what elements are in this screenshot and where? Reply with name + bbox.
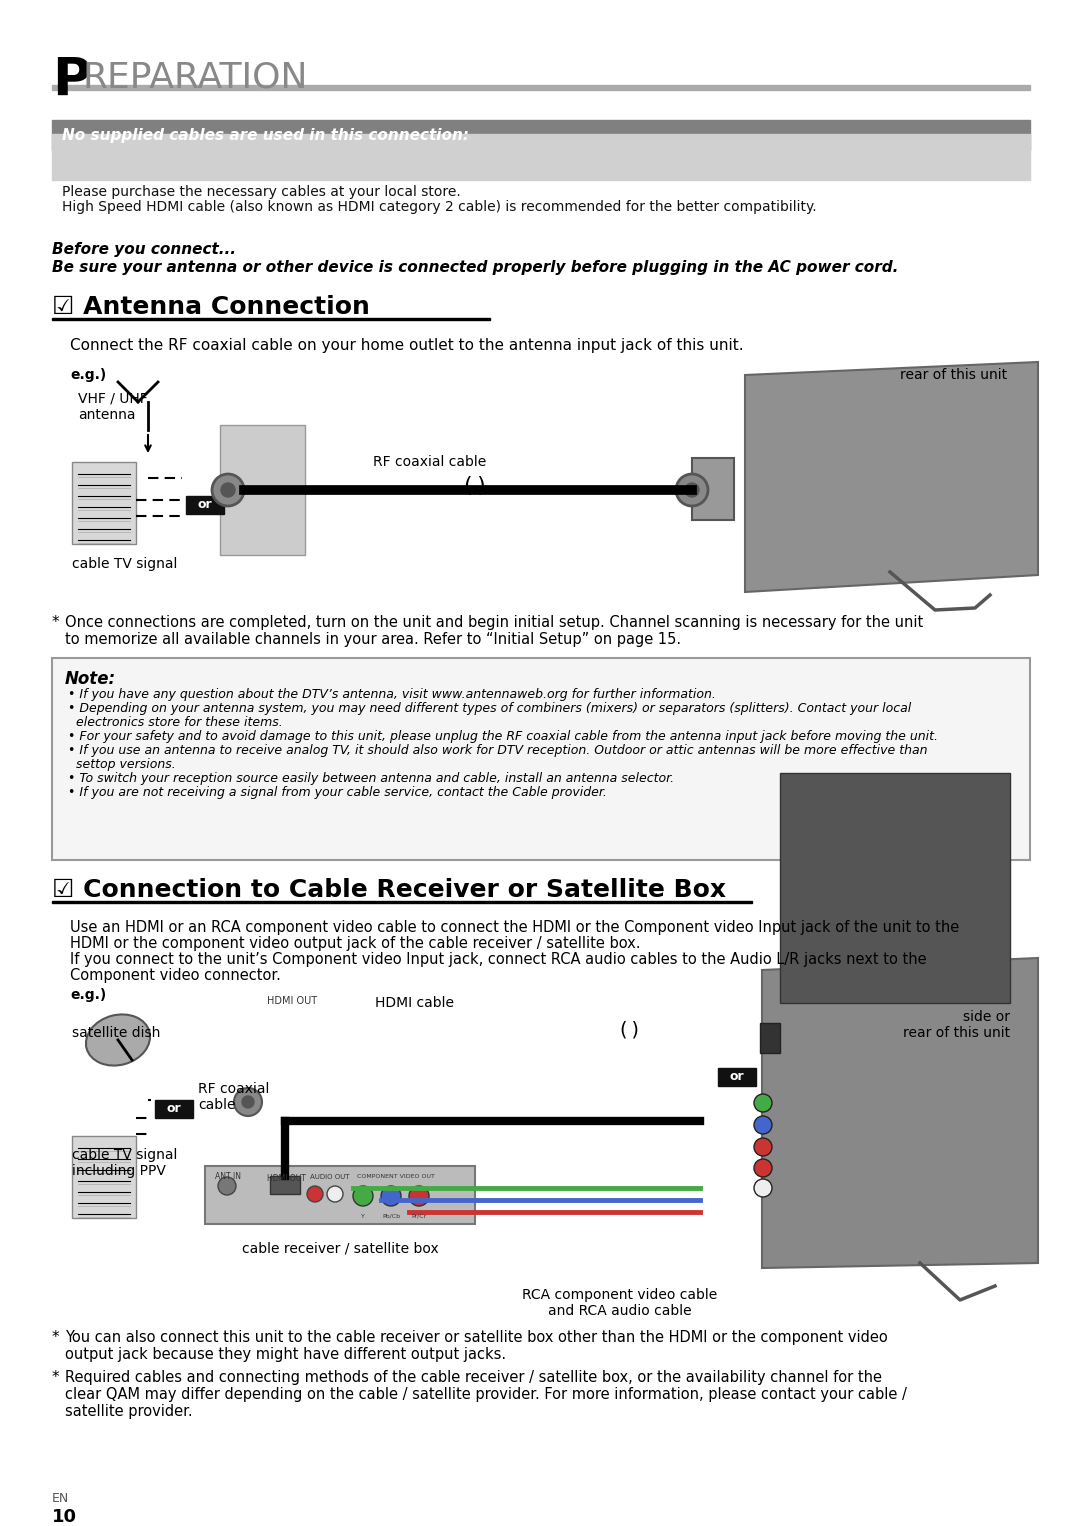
Circle shape xyxy=(381,1186,401,1206)
Text: output jack because they might have different output jacks.: output jack because they might have diff… xyxy=(65,1347,507,1363)
Text: or: or xyxy=(730,1071,744,1083)
Text: *: * xyxy=(52,615,59,630)
Text: or: or xyxy=(198,499,213,511)
Text: Be sure your antenna or other device is connected properly before plugging in th: Be sure your antenna or other device is … xyxy=(52,259,899,275)
Text: REPARATION: REPARATION xyxy=(82,60,308,95)
Text: • For your safety and to avoid damage to this unit, please unplug the RF coaxial: • For your safety and to avoid damage to… xyxy=(68,729,939,743)
Circle shape xyxy=(212,475,244,507)
Text: HDMI or the component video output jack of the cable receiver / satellite box.: HDMI or the component video output jack … xyxy=(70,935,640,951)
Text: RF coaxial cable: RF coaxial cable xyxy=(374,455,487,468)
Circle shape xyxy=(754,1160,772,1177)
Text: electronics store for these items.: electronics store for these items. xyxy=(76,716,283,729)
Text: • Depending on your antenna system, you may need different types of combiners (m: • Depending on your antenna system, you … xyxy=(68,702,912,716)
Text: HDMI OUT: HDMI OUT xyxy=(267,996,318,1006)
Text: rear of this unit: rear of this unit xyxy=(900,368,1008,382)
Text: If you connect to the unit’s Component video Input jack, connect RCA audio cable: If you connect to the unit’s Component v… xyxy=(70,952,927,967)
Text: You can also connect this unit to the cable receiver or satellite box other than: You can also connect this unit to the ca… xyxy=(65,1331,888,1344)
Text: side or
rear of this unit: side or rear of this unit xyxy=(903,1010,1010,1041)
Bar xyxy=(52,85,1030,90)
Bar xyxy=(52,317,490,320)
Bar xyxy=(72,1135,136,1218)
Text: clear QAM may differ depending on the cable / satellite provider. For more infor: clear QAM may differ depending on the ca… xyxy=(65,1387,907,1402)
Ellipse shape xyxy=(86,1015,150,1065)
Polygon shape xyxy=(762,958,1038,1268)
Text: or: or xyxy=(166,1102,181,1116)
Circle shape xyxy=(234,1088,262,1116)
Circle shape xyxy=(307,1186,323,1202)
Bar xyxy=(186,496,224,514)
Text: satellite dish: satellite dish xyxy=(72,1025,160,1041)
Circle shape xyxy=(218,1177,237,1195)
Text: RCA component video cable
and RCA audio cable: RCA component video cable and RCA audio … xyxy=(523,1288,717,1318)
Text: • If you use an antenna to receive analog TV, it should also work for DTV recept: • If you use an antenna to receive analo… xyxy=(68,745,928,757)
Text: cable TV signal
including PPV: cable TV signal including PPV xyxy=(72,1148,177,1178)
Text: Please purchase the necessary cables at your local store.: Please purchase the necessary cables at … xyxy=(62,185,461,198)
Bar xyxy=(270,1177,300,1193)
Text: Required cables and connecting methods of the cable receiver / satellite box, or: Required cables and connecting methods o… xyxy=(65,1370,882,1386)
Text: ( ): ( ) xyxy=(464,476,486,496)
Text: satellite provider.: satellite provider. xyxy=(65,1404,192,1419)
Bar xyxy=(205,1166,475,1224)
Bar xyxy=(52,121,1030,150)
Text: Note:: Note: xyxy=(65,670,117,688)
Text: Y: Y xyxy=(361,1215,365,1219)
Text: Before you connect...: Before you connect... xyxy=(52,243,237,256)
Text: Use an HDMI or an RCA component video cable to connect the HDMI or the Component: Use an HDMI or an RCA component video ca… xyxy=(70,920,959,935)
Text: Connect the RF coaxial cable on your home outlet to the antenna input jack of th: Connect the RF coaxial cable on your hom… xyxy=(70,337,744,353)
Circle shape xyxy=(754,1094,772,1112)
Text: ( ): ( ) xyxy=(621,1019,639,1039)
Text: Once connections are completed, turn on the unit and begin initial setup. Channe: Once connections are completed, turn on … xyxy=(65,615,923,630)
Text: ANT IN: ANT IN xyxy=(215,1172,241,1181)
Text: No supplied cables are used in this connection:: No supplied cables are used in this conn… xyxy=(62,128,469,143)
Text: EN: EN xyxy=(52,1492,69,1505)
Text: ☑ Connection to Cable Receiver or Satellite Box: ☑ Connection to Cable Receiver or Satell… xyxy=(52,877,726,902)
Text: VHF / UHF
antenna: VHF / UHF antenna xyxy=(78,392,148,423)
Text: cable receiver / satellite box: cable receiver / satellite box xyxy=(242,1242,438,1256)
Text: HDMI OUT: HDMI OUT xyxy=(267,1173,306,1183)
Text: High Speed HDMI cable (also known as HDMI category 2 cable) is recommended for t: High Speed HDMI cable (also known as HDM… xyxy=(62,200,816,214)
Text: e.g.): e.g.) xyxy=(70,368,106,382)
Bar xyxy=(52,900,752,903)
Text: *: * xyxy=(52,1331,59,1344)
Bar xyxy=(52,658,1030,861)
Bar xyxy=(220,426,305,555)
Text: Pr/Cr: Pr/Cr xyxy=(411,1215,427,1219)
Text: to memorize all available channels in your area. Refer to “Initial Setup” on pag: to memorize all available channels in yo… xyxy=(65,632,681,647)
Text: AUDIO OUT: AUDIO OUT xyxy=(310,1173,350,1180)
Circle shape xyxy=(676,475,708,507)
Circle shape xyxy=(327,1186,343,1202)
Text: • If you have any question about the DTV’s antenna, visit www.antennaweb.org for: • If you have any question about the DTV… xyxy=(68,688,716,700)
Circle shape xyxy=(221,484,235,497)
Text: settop versions.: settop versions. xyxy=(76,758,176,771)
Text: Pb/Cb: Pb/Cb xyxy=(382,1215,400,1219)
Circle shape xyxy=(754,1138,772,1157)
Text: HDMI cable: HDMI cable xyxy=(375,996,454,1010)
Bar xyxy=(72,462,136,543)
Text: P: P xyxy=(52,55,91,107)
Text: *: * xyxy=(52,1370,59,1386)
Circle shape xyxy=(754,1180,772,1196)
Bar xyxy=(780,774,1010,1003)
Bar xyxy=(156,1100,193,1119)
Text: 10: 10 xyxy=(52,1508,77,1526)
Text: • To switch your reception source easily between antenna and cable, install an a: • To switch your reception source easily… xyxy=(68,772,674,784)
Text: cable TV signal: cable TV signal xyxy=(72,557,177,571)
Bar xyxy=(52,134,1030,180)
Text: ☑ Antenna Connection: ☑ Antenna Connection xyxy=(52,295,369,319)
Circle shape xyxy=(242,1096,254,1108)
Circle shape xyxy=(754,1116,772,1134)
Bar xyxy=(760,1022,780,1053)
Text: COMPONENT VIDEO OUT: COMPONENT VIDEO OUT xyxy=(357,1173,435,1180)
Circle shape xyxy=(685,484,699,497)
Text: e.g.): e.g.) xyxy=(70,987,106,1003)
Circle shape xyxy=(409,1186,429,1206)
Text: RF coaxial
cable: RF coaxial cable xyxy=(198,1082,269,1112)
Bar xyxy=(692,458,734,520)
Circle shape xyxy=(353,1186,373,1206)
Polygon shape xyxy=(745,362,1038,592)
Text: Component video connector.: Component video connector. xyxy=(70,967,281,983)
Bar xyxy=(718,1068,756,1087)
Text: • If you are not receiving a signal from your cable service, contact the Cable p: • If you are not receiving a signal from… xyxy=(68,786,607,800)
